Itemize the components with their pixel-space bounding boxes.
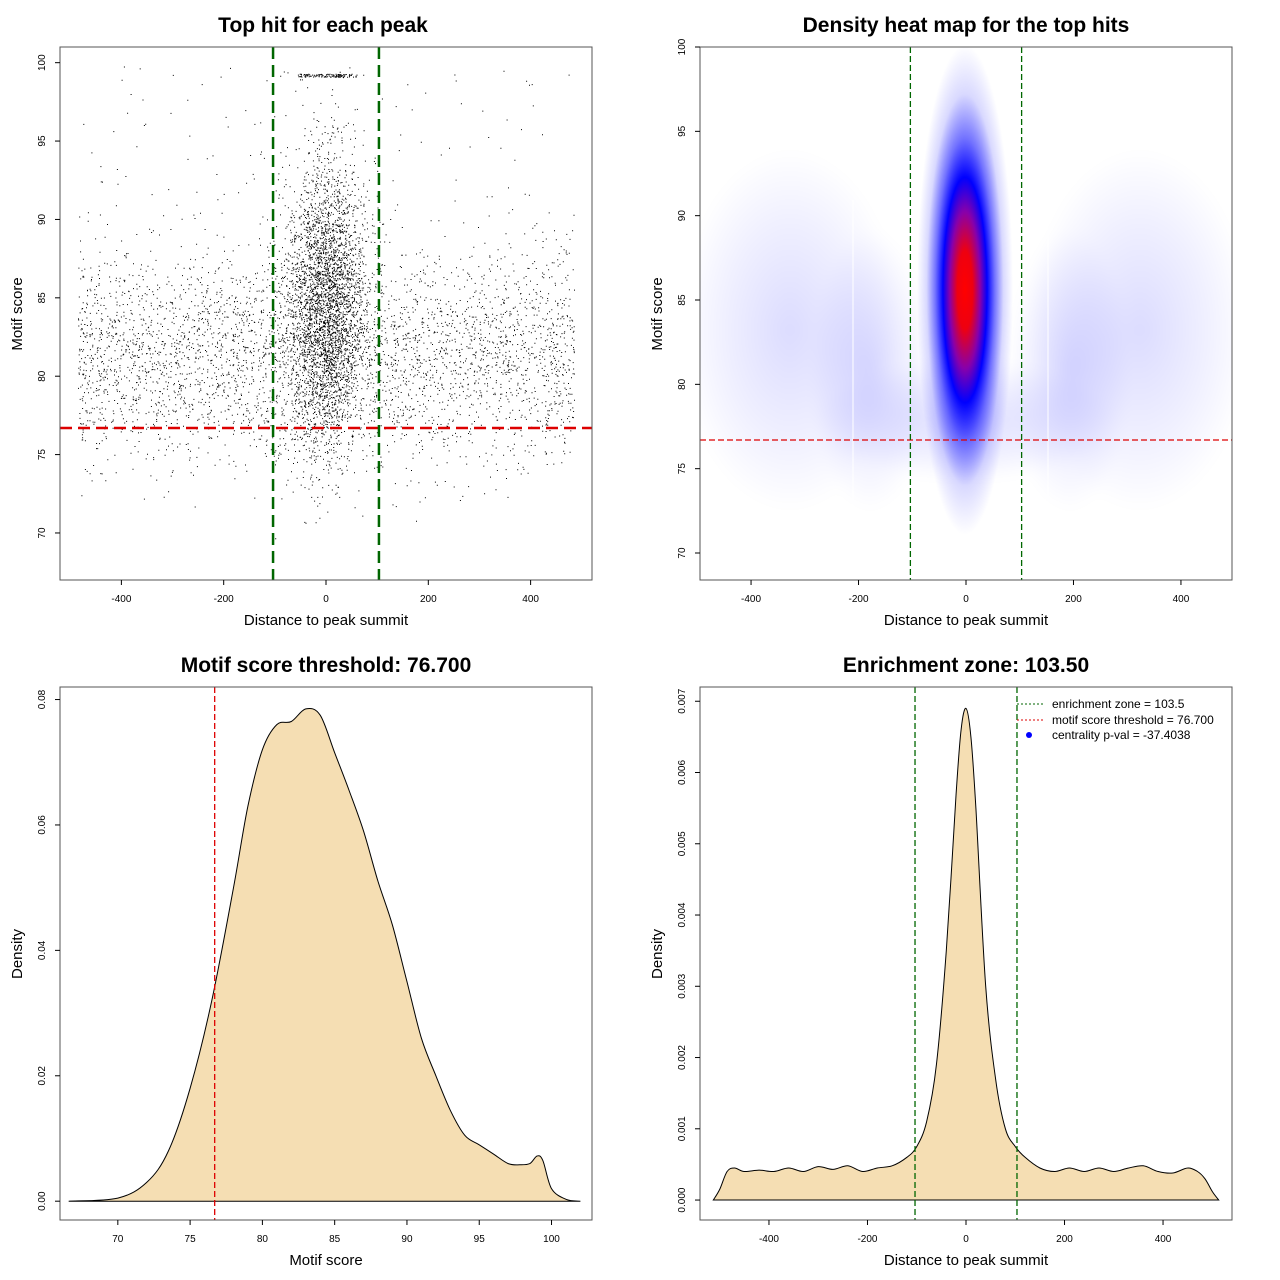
y-tick-label: 70	[677, 547, 688, 559]
x-axis-label: Motif score	[289, 1252, 362, 1269]
y-tick-label: 0.02	[37, 1066, 48, 1086]
x-tick-label: 400	[522, 594, 539, 605]
y-tick-label: 75	[677, 463, 688, 475]
y-ticks: 0.00 0.02 0.04 0.06 0.08	[37, 689, 60, 1211]
x-tick-label: 0	[963, 594, 969, 605]
y-axis-label: Motif score	[649, 277, 666, 350]
x-tick-label: 400	[1155, 1234, 1172, 1245]
chart-title: Motif score threshold: 76.700	[181, 654, 472, 677]
x-tick-label: 95	[474, 1234, 486, 1245]
y-ticks: 70 75 80 85 90 95 100	[37, 54, 60, 539]
x-tick-label: 200	[1056, 1234, 1073, 1245]
x-tick-label: 80	[257, 1234, 269, 1245]
x-axis-label: Distance to peak summit	[884, 612, 1049, 629]
legend-label: centrality p-val = -37.4038	[1052, 728, 1191, 742]
y-tick-label: 90	[677, 210, 688, 222]
x-tick-label: -400	[111, 594, 131, 605]
plot-frame	[59, 46, 593, 581]
density-curve	[68, 707, 581, 1202]
x-tick-label: 400	[1173, 594, 1190, 605]
y-tick-label: 0.001	[677, 1116, 688, 1141]
y-tick-label: 80	[37, 370, 48, 382]
x-axis-label: Distance to peak summit	[244, 612, 409, 629]
y-tick-label: 90	[37, 213, 48, 225]
y-tick-label: 0.007	[677, 688, 688, 713]
reference-lines	[914, 687, 1018, 1220]
panel-heatmap: Density heat map for the top hits -400 -2…	[649, 14, 1233, 629]
y-tick-label: 0.005	[677, 831, 688, 856]
x-tick-label: 200	[420, 594, 437, 605]
x-tick-label: -400	[759, 1234, 779, 1245]
x-ticks: 70 75 80 85 90 95 100	[112, 1220, 560, 1245]
y-axis-label: Density	[649, 928, 666, 979]
y-tick-label: 0.003	[677, 973, 688, 998]
y-tick-label: 100	[677, 38, 688, 55]
y-tick-label: 0.06	[37, 815, 48, 835]
y-axis-label: Motif score	[9, 277, 26, 350]
x-tick-label: 0	[963, 1234, 969, 1245]
x-tick-label: 90	[401, 1234, 413, 1245]
y-tick-label: 0.08	[37, 689, 48, 709]
y-tick-label: 95	[677, 125, 688, 137]
y-tick-label: 0.006	[677, 760, 688, 785]
y-tick-label: 95	[37, 135, 48, 147]
x-tick-label: -200	[857, 1234, 877, 1245]
y-tick-label: 0.00	[37, 1191, 48, 1211]
x-tick-label: 100	[543, 1234, 560, 1245]
scatter-points	[78, 66, 575, 540]
y-tick-label: 0.04	[37, 940, 48, 960]
reference-lines	[700, 47, 1232, 580]
y-tick-label: 70	[37, 527, 48, 539]
legend: enrichment zone = 103.5 motif score thre…	[1017, 697, 1214, 742]
x-tick-label: -200	[214, 594, 234, 605]
y-tick-label: 80	[677, 378, 688, 390]
legend-swatch-pval	[1026, 732, 1032, 738]
y-tick-label: 0.004	[677, 902, 688, 927]
chart-title: Enrichment zone: 103.50	[843, 654, 1089, 677]
x-tick-label: -400	[741, 594, 761, 605]
legend-label: motif score threshold = 76.700	[1052, 713, 1214, 727]
y-tick-label: 85	[37, 292, 48, 304]
legend-label: enrichment zone = 103.5	[1052, 697, 1185, 711]
x-tick-label: -200	[849, 594, 869, 605]
point-cloud	[78, 66, 575, 540]
x-tick-label: 85	[329, 1234, 341, 1245]
plot-frame	[59, 686, 593, 1221]
density-curve	[712, 707, 1220, 1201]
chart-title: Density heat map for the top hits	[803, 14, 1130, 37]
x-ticks: -400 -200 0 200 400	[741, 580, 1190, 605]
chart-title: Top hit for each peak	[218, 14, 428, 37]
y-ticks: 0.000 0.001 0.002 0.003 0.004 0.005 0.006 0.007	[677, 688, 700, 1213]
x-axis-label: Distance to peak summit	[884, 1252, 1049, 1269]
x-tick-label: 75	[185, 1234, 197, 1245]
y-tick-label: 75	[37, 449, 48, 461]
x-tick-label: 70	[112, 1234, 124, 1245]
x-tick-label: 0	[323, 594, 329, 605]
x-ticks: -400 -200 0 200 400	[111, 580, 539, 605]
panel-distance-density: Enrichment zone: 103.50 -400 -200 0 200 400 …	[649, 654, 1233, 1269]
heatmap-area	[700, 47, 1232, 580]
reference-lines	[60, 47, 592, 580]
y-axis-label: Density	[9, 928, 26, 979]
y-tick-label: 100	[37, 54, 48, 71]
density-hotspot	[917, 47, 1013, 535]
y-tick-label: 0.002	[677, 1045, 688, 1070]
y-tick-label: 0.000	[677, 1187, 688, 1212]
panel-scatter: Top hit for each peak -400 -200 0 200 400 70…	[9, 14, 593, 629]
y-ticks: 70 75 80 85 90 95 100	[677, 38, 700, 559]
x-ticks: -400 -200 0 200 400	[759, 1220, 1172, 1245]
x-tick-label: 200	[1065, 594, 1082, 605]
panel-score-density: Motif score threshold: 76.700 70 75 80 85 90…	[9, 654, 593, 1269]
y-tick-label: 85	[677, 294, 688, 306]
